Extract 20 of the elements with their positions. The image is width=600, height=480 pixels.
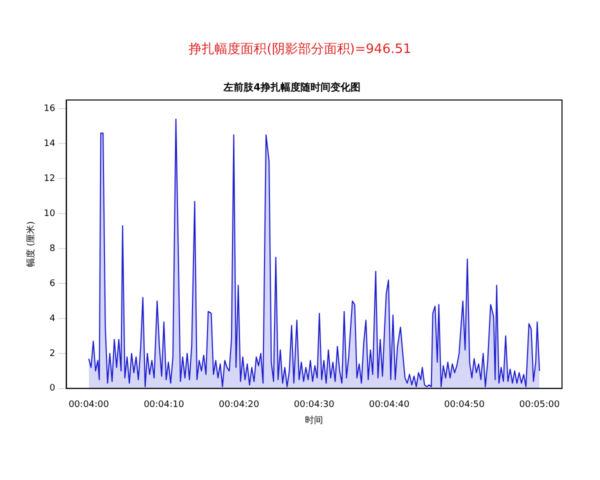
y-tick-label: 6 [50, 278, 56, 289]
y-tick-label: 12 [44, 174, 56, 184]
y-tick-label: 0 [50, 384, 56, 394]
text: 挣扎幅度面积(阴影部分面积)=946.51 [188, 41, 412, 58]
y-axis-title: 幅度 (厘米) [26, 221, 37, 268]
x-tick-label: 00:04:10 [144, 400, 184, 410]
x-tick-label: 00:04:20 [218, 400, 260, 410]
x-tick-label: 00:04:30 [294, 400, 335, 410]
y-tick-label: 4 [50, 314, 56, 324]
x-tick-label: 00:04:50 [444, 400, 485, 410]
y-tick-label: 14 [44, 139, 56, 150]
x-tick-label: 00:04:00 [68, 400, 110, 410]
y-tick-label: 10 [44, 208, 56, 219]
y-tick-label: 8 [50, 244, 56, 254]
x-tick-label: 00:05:00 [519, 400, 560, 410]
y-tick-label: 2 [50, 348, 56, 359]
x-tick-label: 00:04:40 [369, 400, 410, 410]
x-axis-title: 时间 [305, 414, 324, 426]
chart-title: 左前肢4挣扎幅度随时间变化图 [222, 82, 360, 94]
y-tick-label: 16 [44, 104, 56, 114]
